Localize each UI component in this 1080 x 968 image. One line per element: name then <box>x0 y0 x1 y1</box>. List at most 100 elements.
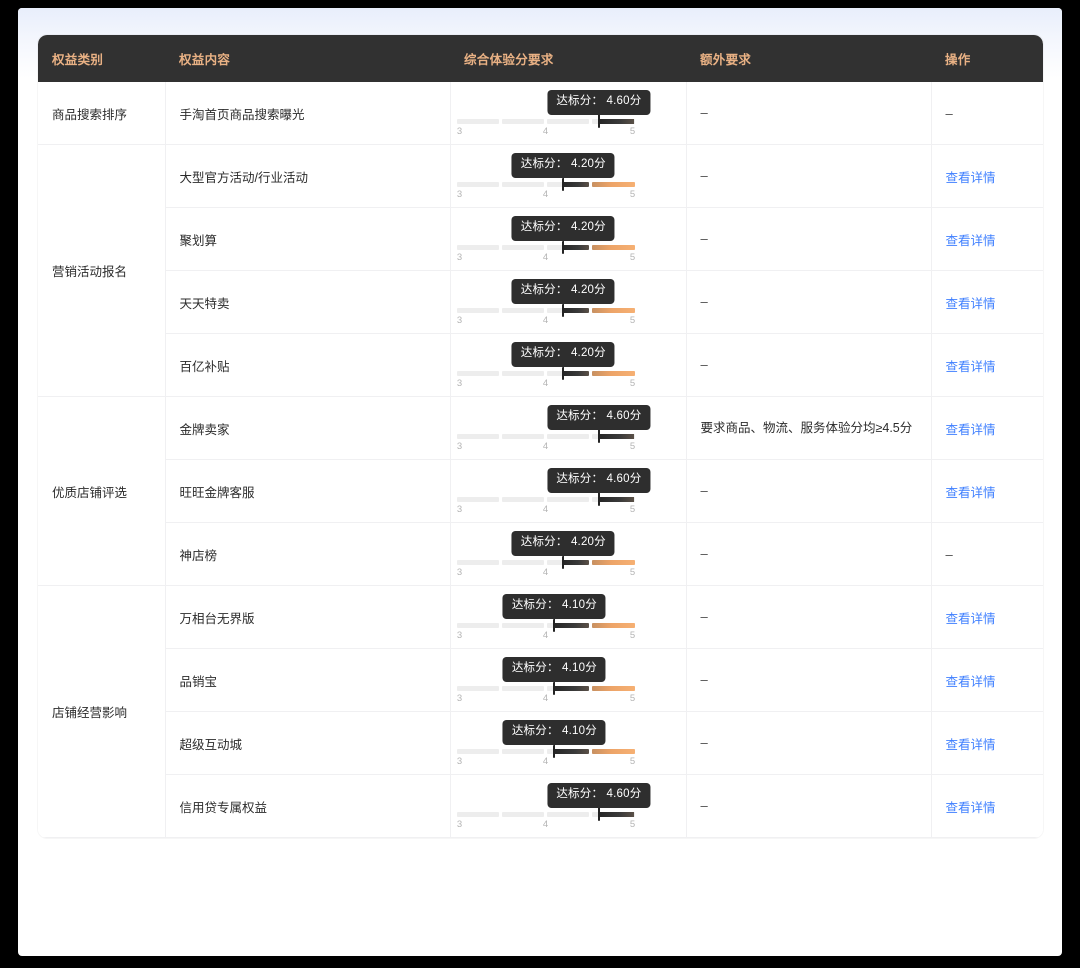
meter-tick-label: 3 <box>456 630 463 641</box>
view-detail-link[interactable]: 查看详情 <box>945 296 996 311</box>
score-badge: 达标分： 4.20分 <box>511 279 615 304</box>
cell-extra-requirement: 要求商品、物流、服务体验分均≥4.5分 <box>686 396 932 460</box>
view-detail-link[interactable]: 查看详情 <box>945 422 996 437</box>
meter-track <box>456 119 635 124</box>
meter-segment <box>501 245 544 250</box>
view-detail-link[interactable]: 查看详情 <box>945 485 996 500</box>
score-meter: 3 4 5 达标分： 4.10分 <box>456 655 635 705</box>
score-badge: 达标分： 4.20分 <box>511 216 615 241</box>
meter-tick-label: 5 <box>629 504 636 515</box>
meter-segment <box>501 119 544 124</box>
meter-tick-label: 5 <box>629 819 636 830</box>
view-detail-link[interactable]: 查看详情 <box>945 674 996 689</box>
meter-segment <box>592 623 635 628</box>
view-detail-link[interactable]: 查看详情 <box>945 170 996 185</box>
meter-segment <box>547 623 590 628</box>
meter-tick-label: 5 <box>629 378 636 389</box>
cell-extra-requirement: – <box>686 585 932 649</box>
cell-action: – <box>931 522 1043 586</box>
score-meter: 3 4 5 达标分： 4.20分 <box>456 151 635 201</box>
score-meter: 3 4 5 达标分： 4.60分 <box>456 466 651 516</box>
meter-segment <box>592 812 635 817</box>
cell-score-meter: 3 4 5 达标分： 4.60分 <box>450 396 687 460</box>
meter-segment <box>456 308 499 313</box>
column-header-category: 权益类别 <box>38 35 165 82</box>
score-meter: 3 4 5 达标分： 4.20分 <box>456 277 635 327</box>
empty-dash: – <box>700 357 708 373</box>
score-badge: 达标分： 4.20分 <box>511 153 615 178</box>
score-badge: 达标分： 4.20分 <box>511 531 615 556</box>
score-badge: 达标分： 4.60分 <box>547 90 651 115</box>
view-detail-link[interactable]: 查看详情 <box>945 800 996 815</box>
score-badge: 达标分： 4.10分 <box>502 594 606 619</box>
meter-ticks: 3 4 5 <box>457 630 635 642</box>
meter-fill <box>592 371 635 376</box>
cell-benefit-name: 旺旺金牌客服 <box>165 459 451 523</box>
cell-action: 查看详情 <box>931 459 1043 523</box>
meter-segment <box>592 560 635 565</box>
meter-tick-label: 4 <box>542 504 549 515</box>
meter-tick-label: 3 <box>456 441 463 452</box>
empty-dash: – <box>700 609 708 625</box>
meter-fill <box>554 749 590 754</box>
cell-extra-requirement: – <box>686 648 932 712</box>
meter-track <box>456 812 635 817</box>
empty-dash: – <box>700 672 708 688</box>
meter-fill <box>598 497 635 502</box>
meter-track <box>456 245 635 250</box>
cell-score-meter: 3 4 5 达标分： 4.10分 <box>450 648 687 712</box>
meter-tick-label: 5 <box>629 441 636 452</box>
view-detail-link[interactable]: 查看详情 <box>945 359 996 374</box>
cell-extra-requirement: – <box>686 459 932 523</box>
score-meter: 3 4 5 达标分： 4.20分 <box>456 214 635 264</box>
meter-fill <box>592 749 635 754</box>
empty-dash: – <box>700 735 708 751</box>
meter-tick-label: 4 <box>542 567 549 578</box>
cell-benefit-name: 手淘首页商品搜索曝光 <box>165 82 451 145</box>
cell-extra-requirement: – <box>686 774 932 838</box>
cell-category: 商品搜索排序 <box>38 82 166 145</box>
meter-marker <box>562 241 565 254</box>
table-row: 百亿补贴 3 4 5 达标分： 4.20分 – 查看详情 <box>38 333 1043 397</box>
cell-score-meter: 3 4 5 达标分： 4.60分 <box>450 459 687 523</box>
cell-extra-requirement: – <box>686 522 932 586</box>
cell-action: 查看详情 <box>931 333 1043 397</box>
meter-segment <box>592 497 635 502</box>
meter-marker <box>597 808 600 821</box>
meter-tick-label: 5 <box>629 567 636 578</box>
meter-segment <box>547 245 590 250</box>
meter-ticks: 3 4 5 <box>457 756 635 768</box>
cell-score-meter: 3 4 5 达标分： 4.20分 <box>450 270 687 334</box>
cell-benefit-name: 超级互动城 <box>165 711 451 775</box>
score-badge: 达标分： 4.10分 <box>502 720 606 745</box>
meter-ticks: 3 4 5 <box>457 189 635 201</box>
meter-tick-label: 4 <box>542 693 549 704</box>
meter-fill <box>592 686 635 691</box>
score-meter: 3 4 5 达标分： 4.60分 <box>456 88 651 138</box>
empty-dash: – <box>700 294 708 310</box>
view-detail-link[interactable]: 查看详情 <box>945 611 996 626</box>
meter-segment <box>501 497 544 502</box>
cell-action: 查看详情 <box>931 774 1043 838</box>
cell-extra-requirement: – <box>686 270 932 334</box>
cell-extra-requirement: – <box>686 82 932 145</box>
meter-segment <box>592 686 635 691</box>
column-header-extra: 额外要求 <box>686 35 931 82</box>
cell-score-meter: 3 4 5 达标分： 4.60分 <box>450 774 687 838</box>
meter-track <box>456 560 635 565</box>
cell-extra-requirement: – <box>686 333 932 397</box>
meter-track <box>456 308 635 313</box>
meter-tick-label: 4 <box>542 126 549 137</box>
meter-track <box>456 686 635 691</box>
meter-segment <box>547 119 590 124</box>
view-detail-link[interactable]: 查看详情 <box>945 737 996 752</box>
table-row: 神店榜 3 4 5 达标分： 4.20分 – – <box>38 522 1043 586</box>
meter-segment <box>592 182 635 187</box>
meter-tick-label: 3 <box>456 819 463 830</box>
meter-ticks: 3 4 5 <box>457 693 635 705</box>
meter-segment <box>501 623 544 628</box>
meter-fill <box>592 182 635 187</box>
meter-fill <box>563 182 590 187</box>
view-detail-link[interactable]: 查看详情 <box>945 233 996 248</box>
meter-segment <box>456 812 499 817</box>
